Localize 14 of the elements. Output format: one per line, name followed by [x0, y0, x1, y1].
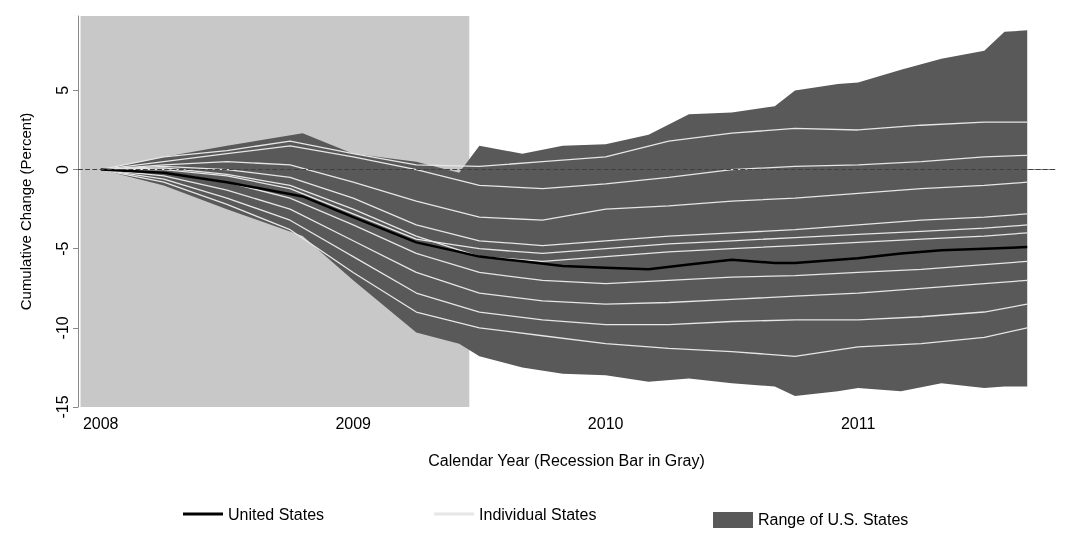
legend-label: Individual States: [479, 505, 597, 523]
y-tick-label: 0: [53, 165, 71, 174]
y-tick-label: -15: [53, 395, 71, 419]
x-axis-title: Calendar Year (Recession Bar in Gray): [428, 451, 705, 469]
x-tick-label: 2011: [840, 414, 876, 432]
text: Range of U.S. States: [758, 511, 909, 529]
legend-label: United States: [228, 505, 325, 523]
y-tick-label: -10: [53, 316, 71, 340]
y-axis-title: Cumulative Change (Percent): [17, 112, 34, 311]
x-tick-label: 2009: [335, 414, 372, 432]
y-tick-label: 5: [53, 85, 71, 95]
x-tick-label: 2010: [587, 414, 624, 432]
x-tick-label: 2008: [82, 414, 119, 432]
y-tick-label: -5: [53, 241, 71, 256]
